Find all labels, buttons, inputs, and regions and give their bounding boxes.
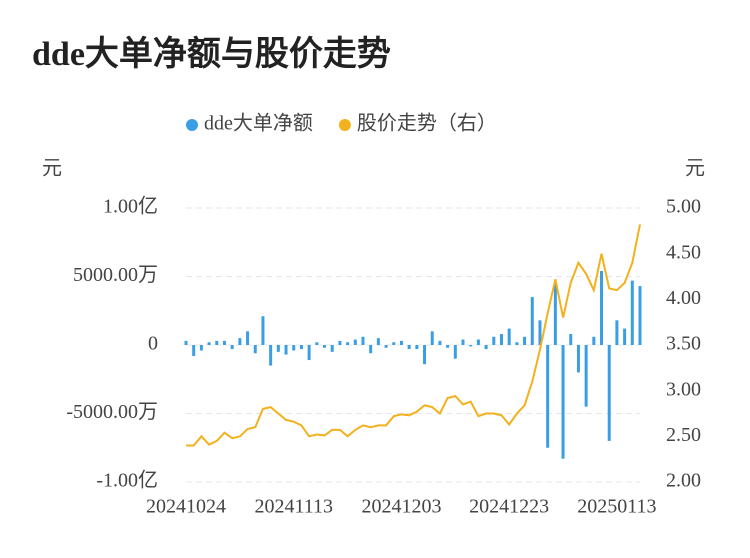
bar	[546, 345, 550, 448]
bar	[476, 339, 480, 345]
y-tick-label: -5000.00万	[66, 401, 158, 423]
x-tick-label: 20241024	[146, 496, 226, 518]
bar	[507, 328, 511, 345]
bar	[199, 345, 203, 351]
price-line	[186, 224, 641, 447]
y-tick-label: -1.00亿	[96, 469, 158, 492]
bar	[238, 338, 242, 345]
bar	[576, 345, 580, 373]
legend-marker	[338, 119, 351, 131]
x-tick-label: 20241113	[254, 496, 333, 518]
bar	[407, 345, 411, 350]
bar	[246, 331, 250, 345]
bar	[384, 345, 388, 348]
legend-label: 股价走势（右）	[357, 112, 497, 135]
bar	[561, 345, 565, 459]
legend-marker	[186, 119, 198, 131]
bar	[184, 340, 188, 345]
y2-tick-label: 2.00	[666, 470, 701, 492]
bar	[469, 345, 473, 347]
bar	[299, 345, 303, 350]
y-tick-label: 0	[148, 333, 158, 355]
bar	[230, 345, 234, 350]
x-tick-label: 20250113	[577, 496, 656, 518]
bar	[261, 316, 265, 345]
bar	[523, 336, 527, 345]
y2-tick-label: 4.50	[666, 241, 701, 263]
bar	[376, 338, 380, 345]
y-tick-label: 5000.00万	[73, 264, 158, 286]
bar	[222, 340, 226, 345]
bar	[330, 345, 334, 352]
y2-unit: 元	[685, 158, 705, 180]
bar	[492, 336, 496, 345]
x-tick-label: 20241223	[469, 496, 549, 518]
bar	[253, 345, 257, 354]
bar	[315, 342, 319, 345]
bar	[623, 328, 627, 345]
bar	[338, 340, 342, 345]
y2-tick-label: 3.50	[666, 333, 701, 355]
bar	[215, 340, 219, 345]
bar	[415, 345, 419, 350]
y-tick-label: 1.00亿	[103, 195, 158, 218]
bar	[607, 345, 611, 441]
y2-tick-label: 4.00	[666, 287, 701, 309]
y2-tick-label: 2.50	[666, 424, 701, 446]
bar	[530, 297, 534, 345]
bar	[553, 283, 557, 345]
bar	[292, 345, 296, 351]
bar	[269, 345, 273, 366]
y-unit: 元	[42, 158, 62, 180]
bar	[499, 334, 503, 345]
bar	[276, 345, 280, 352]
y2-tick-label: 3.00	[666, 378, 701, 400]
legend-label: dde大单净额	[204, 112, 313, 135]
bar	[392, 342, 396, 345]
bar	[461, 339, 465, 345]
bar	[284, 345, 288, 355]
bar	[538, 320, 542, 345]
x-tick-label: 20241203	[361, 496, 441, 518]
bar	[600, 271, 604, 345]
bar	[638, 286, 642, 345]
bar	[584, 345, 588, 407]
bar	[446, 345, 450, 348]
bar	[484, 345, 488, 350]
bar	[192, 345, 196, 356]
bar	[361, 336, 365, 345]
bar	[346, 342, 350, 345]
bar	[615, 320, 619, 345]
bar	[323, 345, 327, 348]
y2-tick-label: 5.00	[666, 196, 701, 218]
bar	[430, 331, 434, 345]
bar	[307, 345, 311, 361]
bar	[438, 340, 442, 345]
bar	[353, 339, 357, 345]
bar	[369, 345, 373, 354]
bar	[453, 345, 457, 359]
chart-title: dde大单净额与股价走势	[32, 35, 391, 73]
bar	[515, 342, 519, 345]
bar	[399, 340, 403, 345]
bar	[630, 280, 634, 345]
bar	[569, 334, 573, 345]
bar	[207, 342, 211, 345]
bar	[423, 345, 427, 365]
bar	[592, 336, 596, 345]
